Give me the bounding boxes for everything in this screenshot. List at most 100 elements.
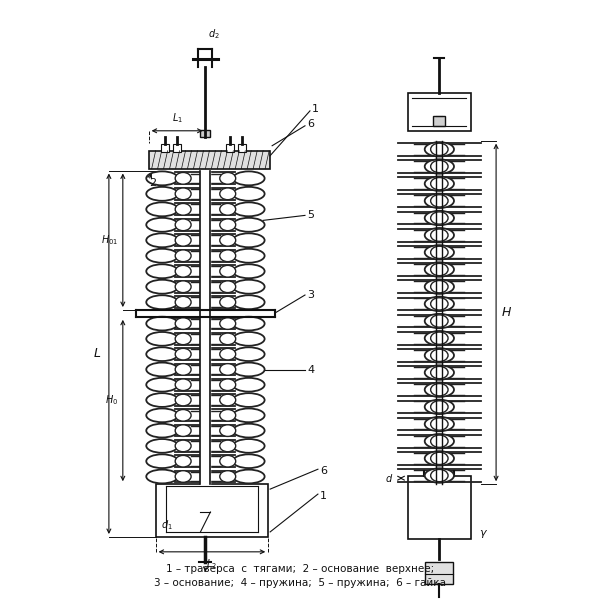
Ellipse shape bbox=[220, 470, 236, 482]
Ellipse shape bbox=[220, 250, 236, 262]
Ellipse shape bbox=[431, 367, 448, 379]
Ellipse shape bbox=[425, 194, 454, 208]
Ellipse shape bbox=[233, 249, 265, 263]
Ellipse shape bbox=[233, 409, 265, 422]
Ellipse shape bbox=[146, 233, 178, 247]
Bar bbox=[200, 130, 211, 137]
Ellipse shape bbox=[431, 332, 448, 344]
Ellipse shape bbox=[220, 440, 236, 452]
Bar bbox=[407, 476, 471, 539]
Ellipse shape bbox=[425, 434, 454, 448]
Ellipse shape bbox=[425, 159, 454, 174]
Ellipse shape bbox=[425, 469, 454, 483]
Ellipse shape bbox=[233, 233, 265, 247]
Ellipse shape bbox=[175, 265, 191, 277]
Ellipse shape bbox=[233, 439, 265, 453]
Text: $H$: $H$ bbox=[501, 306, 512, 319]
Text: 3 – основание;  4 – пружина;  5 – пружина;  6 – гайка: 3 – основание; 4 – пружина; 5 – пружина;… bbox=[154, 578, 446, 587]
Ellipse shape bbox=[175, 349, 191, 360]
Ellipse shape bbox=[220, 425, 236, 436]
Ellipse shape bbox=[431, 195, 448, 207]
Ellipse shape bbox=[175, 235, 191, 246]
Text: 5: 5 bbox=[307, 211, 314, 220]
Ellipse shape bbox=[431, 349, 448, 361]
Ellipse shape bbox=[175, 425, 191, 436]
Ellipse shape bbox=[431, 160, 448, 173]
Ellipse shape bbox=[233, 362, 265, 376]
Text: 1 – траверса  с  тягами;  2 – основание  верхнее;: 1 – траверса с тягами; 2 – основание вер… bbox=[166, 564, 434, 574]
Ellipse shape bbox=[220, 333, 236, 344]
Ellipse shape bbox=[220, 188, 236, 200]
Text: $L_1$: $L_1$ bbox=[172, 111, 182, 125]
Text: 1: 1 bbox=[320, 491, 327, 501]
Ellipse shape bbox=[146, 295, 178, 309]
Text: $d_1$: $d_1$ bbox=[161, 518, 172, 532]
Ellipse shape bbox=[220, 281, 236, 293]
Ellipse shape bbox=[175, 440, 191, 452]
Bar bbox=[226, 144, 235, 152]
Ellipse shape bbox=[220, 394, 236, 406]
Ellipse shape bbox=[146, 439, 178, 453]
Ellipse shape bbox=[175, 188, 191, 200]
Text: 6: 6 bbox=[320, 466, 327, 476]
Ellipse shape bbox=[425, 296, 454, 311]
Ellipse shape bbox=[175, 333, 191, 344]
Ellipse shape bbox=[146, 454, 178, 468]
Ellipse shape bbox=[220, 410, 236, 421]
Ellipse shape bbox=[431, 178, 448, 190]
Ellipse shape bbox=[175, 410, 191, 421]
Ellipse shape bbox=[425, 211, 454, 225]
Ellipse shape bbox=[431, 143, 448, 155]
Ellipse shape bbox=[233, 470, 265, 484]
Ellipse shape bbox=[220, 235, 236, 246]
Text: 4: 4 bbox=[307, 365, 314, 374]
Ellipse shape bbox=[220, 364, 236, 375]
Ellipse shape bbox=[233, 378, 265, 392]
Ellipse shape bbox=[175, 470, 191, 482]
Ellipse shape bbox=[431, 435, 448, 448]
Text: $d$: $d$ bbox=[385, 472, 394, 484]
Ellipse shape bbox=[220, 455, 236, 467]
Text: $\gamma$: $\gamma$ bbox=[479, 528, 488, 540]
Ellipse shape bbox=[175, 379, 191, 391]
Ellipse shape bbox=[233, 393, 265, 407]
Ellipse shape bbox=[431, 315, 448, 327]
Bar bbox=[173, 144, 181, 152]
Text: $H_0$: $H_0$ bbox=[104, 394, 118, 407]
Ellipse shape bbox=[146, 393, 178, 407]
Text: 3: 3 bbox=[307, 290, 314, 300]
Ellipse shape bbox=[233, 187, 265, 201]
Ellipse shape bbox=[425, 142, 454, 157]
Ellipse shape bbox=[146, 187, 178, 201]
Bar bbox=[155, 484, 268, 537]
Ellipse shape bbox=[146, 280, 178, 293]
Ellipse shape bbox=[425, 176, 454, 191]
Text: $L_2$: $L_2$ bbox=[206, 557, 217, 571]
Ellipse shape bbox=[431, 212, 448, 224]
Ellipse shape bbox=[220, 203, 236, 215]
Ellipse shape bbox=[220, 318, 236, 329]
Ellipse shape bbox=[220, 172, 236, 184]
Ellipse shape bbox=[431, 229, 448, 241]
Ellipse shape bbox=[175, 455, 191, 467]
Ellipse shape bbox=[233, 454, 265, 468]
Bar bbox=[238, 144, 246, 152]
Ellipse shape bbox=[431, 401, 448, 413]
Ellipse shape bbox=[175, 203, 191, 215]
Ellipse shape bbox=[146, 218, 178, 232]
Bar bbox=[433, 116, 445, 126]
Text: $d_2$: $d_2$ bbox=[208, 28, 220, 41]
Ellipse shape bbox=[146, 362, 178, 376]
Ellipse shape bbox=[425, 245, 454, 260]
Ellipse shape bbox=[431, 298, 448, 310]
Ellipse shape bbox=[431, 383, 448, 396]
Bar bbox=[407, 93, 471, 131]
Ellipse shape bbox=[425, 451, 454, 466]
Ellipse shape bbox=[175, 172, 191, 184]
Text: $L$: $L$ bbox=[93, 347, 101, 360]
Ellipse shape bbox=[146, 424, 178, 437]
Ellipse shape bbox=[146, 317, 178, 331]
Ellipse shape bbox=[175, 281, 191, 293]
Ellipse shape bbox=[431, 281, 448, 293]
Ellipse shape bbox=[431, 418, 448, 430]
